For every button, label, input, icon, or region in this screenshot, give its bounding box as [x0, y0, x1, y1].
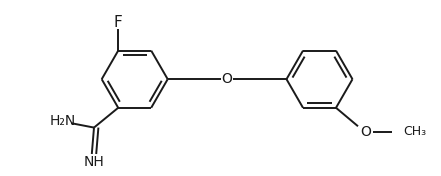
Text: CH₃: CH₃ — [403, 125, 426, 139]
Text: O: O — [222, 72, 232, 86]
Text: O: O — [360, 125, 371, 139]
Text: H₂N: H₂N — [49, 114, 75, 128]
Text: NH: NH — [84, 155, 105, 169]
Text: F: F — [114, 15, 123, 30]
